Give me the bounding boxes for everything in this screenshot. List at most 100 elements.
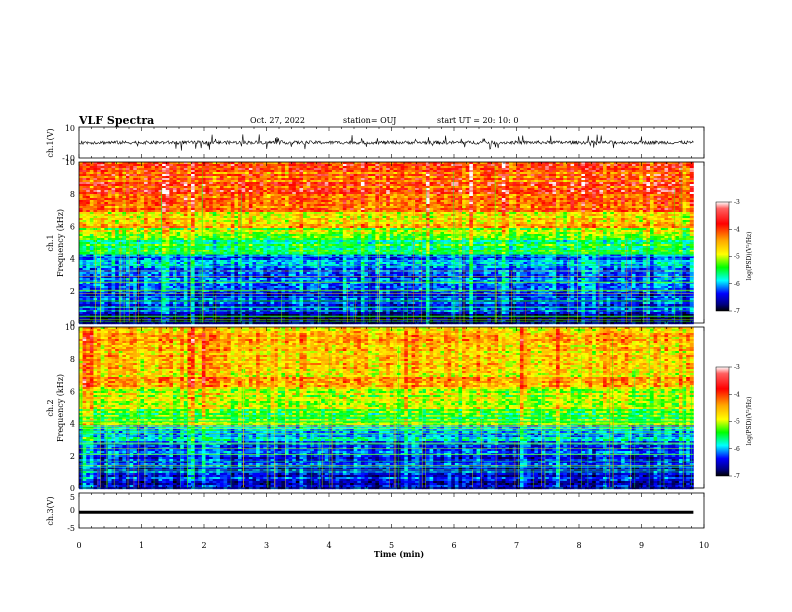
spectrogram-cell	[325, 214, 329, 216]
spectrogram-cell	[672, 178, 676, 180]
spectrogram-cell	[267, 194, 271, 196]
spectrogram-cell	[422, 174, 426, 176]
spectrogram-cell	[336, 172, 340, 174]
spectrogram-cell	[607, 172, 611, 174]
spectrogram-cell	[108, 192, 112, 194]
spectrogram-cell	[354, 178, 358, 180]
spectrogram-cell	[198, 200, 202, 202]
spectrogram-cell	[603, 198, 607, 200]
spectrogram-cell	[177, 174, 181, 176]
spectrogram-cell	[372, 194, 376, 196]
spectrogram-cell	[318, 212, 322, 214]
spectrogram-cell	[531, 166, 535, 168]
spectrogram-cell	[487, 172, 491, 174]
spectrogram-cell	[589, 178, 593, 180]
spectrogram-cell	[173, 186, 177, 188]
spectrogram-cell	[285, 218, 289, 220]
spectrogram-cell	[79, 176, 83, 178]
spectrogram-cell	[422, 208, 426, 210]
spectrogram-cell	[184, 218, 188, 220]
spectrogram-cell	[571, 196, 575, 198]
spectrogram-cell	[498, 204, 502, 206]
spectrogram-cell	[632, 172, 636, 174]
spectrogram-cell	[281, 164, 285, 166]
spectrogram-cell	[310, 180, 314, 182]
spectrogram-cell	[151, 168, 155, 170]
spectrogram-cell	[209, 172, 213, 174]
spectrogram-cell	[592, 178, 596, 180]
spectrogram-cell	[390, 168, 394, 170]
spectrogram-cell	[234, 168, 238, 170]
spectrogram-cell	[607, 196, 611, 198]
spectrogram-cell	[357, 164, 361, 166]
spectrogram-cell	[184, 170, 188, 172]
spectrogram-cell	[115, 176, 119, 178]
spectrogram-cell	[205, 168, 209, 170]
spectrogram-cell	[567, 168, 571, 170]
spectrogram-cell	[354, 200, 358, 202]
spectrogram-cell	[83, 202, 87, 204]
spectrogram-cell	[534, 214, 538, 216]
spectrogram-cell	[502, 214, 506, 216]
spectrogram-cell	[444, 176, 448, 178]
spectrogram-cell	[393, 208, 397, 210]
spectrogram-cell	[383, 168, 387, 170]
spectrogram-cell	[83, 194, 87, 196]
spectrogram-cell	[531, 206, 535, 208]
spectrogram-cell	[473, 202, 477, 204]
spectrogram-cell	[289, 194, 293, 196]
spectrogram-cell	[177, 176, 181, 178]
spectrogram-cell	[368, 180, 372, 182]
spectrogram-cell	[303, 188, 307, 190]
spectrogram-cell	[509, 190, 513, 192]
spectrogram-cell	[567, 166, 571, 168]
spectrogram-cell	[346, 200, 350, 202]
spectrogram-cell	[646, 184, 650, 186]
spectrogram-cell	[599, 196, 603, 198]
spectrogram-cell	[430, 218, 434, 220]
spectrogram-cell	[148, 170, 152, 172]
spectrogram-cell	[636, 216, 640, 218]
spectrogram-cell	[195, 178, 199, 180]
spectrogram-cell	[469, 204, 473, 206]
spectrogram-cell	[617, 192, 621, 194]
spectrogram-cell	[198, 204, 202, 206]
spectrogram-cell	[567, 200, 571, 202]
spectrogram-cell	[231, 200, 235, 202]
spectrogram-cell	[140, 190, 144, 192]
spectrogram-cell	[650, 206, 654, 208]
spectrogram-cell	[90, 218, 94, 220]
spectrogram-cell	[242, 192, 246, 194]
spectrogram-cell	[184, 174, 188, 176]
spectrogram-cell	[603, 166, 607, 168]
spectrogram-cell	[639, 198, 643, 200]
spectrogram-cell	[238, 190, 242, 192]
spectrogram-cell	[325, 170, 329, 172]
spectrogram-cell	[491, 172, 495, 174]
spectrogram-cell	[437, 172, 441, 174]
spectrogram-cell	[437, 202, 441, 204]
spectrogram-cell	[599, 174, 603, 176]
spectrogram-cell	[643, 192, 647, 194]
spectrogram-cell	[560, 164, 564, 166]
spectrogram-cell	[524, 174, 528, 176]
spectrogram-cell	[556, 188, 560, 190]
spectrogram-cell	[397, 210, 401, 212]
spectrogram-cell	[242, 166, 246, 168]
spectrogram-cell	[260, 172, 264, 174]
spectrogram-cell	[531, 168, 535, 170]
spectrogram-cell	[242, 208, 246, 210]
spectrogram-cell	[549, 208, 553, 210]
spectrogram-cell	[491, 164, 495, 166]
spectrogram-cell	[383, 170, 387, 172]
spectrogram-cell	[328, 170, 332, 172]
spectrogram-cell	[336, 216, 340, 218]
spectrogram-cell	[166, 184, 170, 186]
spectrogram-cell	[368, 218, 372, 220]
spectrogram-cell	[274, 206, 278, 208]
spectrogram-cell	[220, 178, 224, 180]
spectrogram-cell	[83, 182, 87, 184]
spectrogram-cell	[242, 170, 246, 172]
spectrogram-cell	[585, 206, 589, 208]
spectrogram-cell	[617, 200, 621, 202]
